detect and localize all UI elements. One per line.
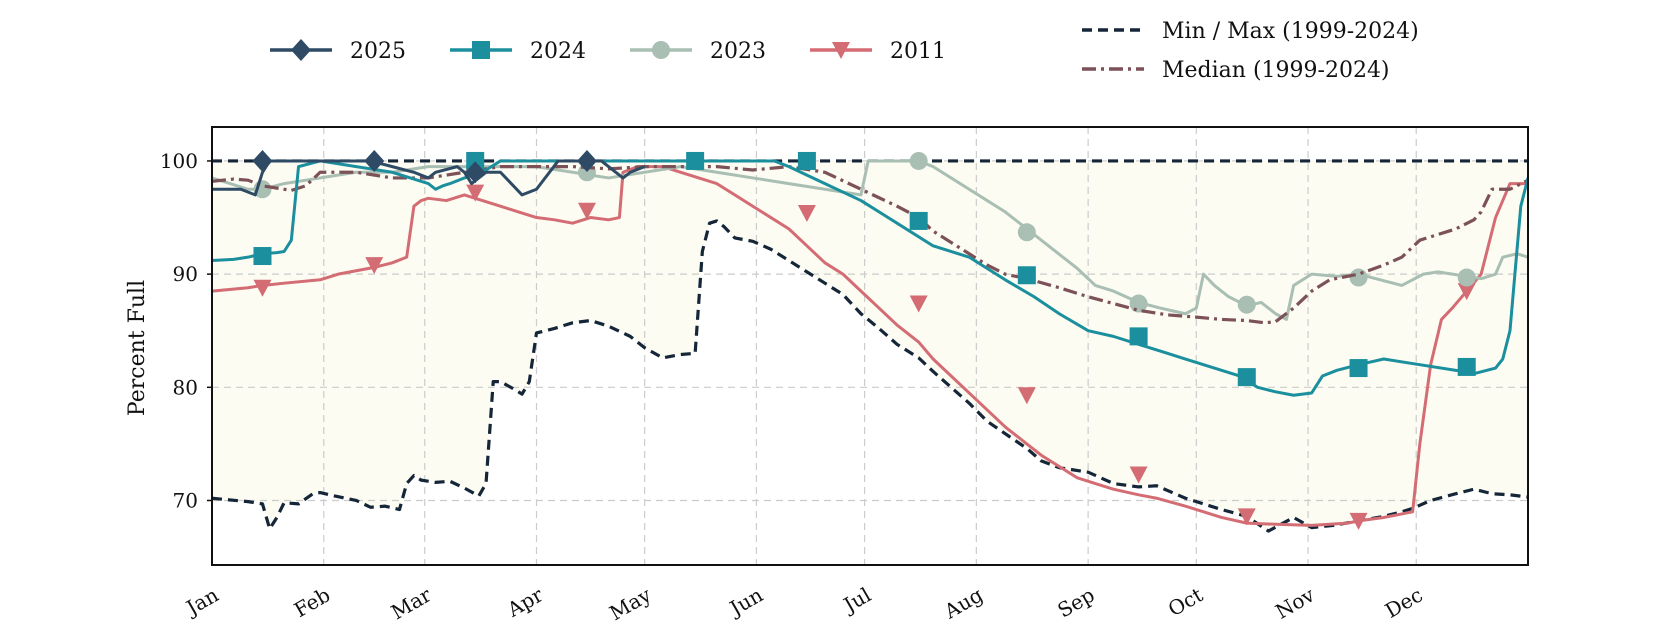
legend-label: 2024 [530,39,586,64]
point-2023 [909,151,928,170]
legend-label: Min / Max (1999-2024) [1162,19,1419,44]
series-line-2011 [212,165,1528,527]
x-tick-label: May [605,582,655,625]
y-axis-label: Percent Full [125,280,150,416]
x-tick-label: Feb [290,583,334,622]
plot-frame [211,126,1529,566]
point-2011 [1237,508,1256,526]
plot-area: 70 80 90 100 Jan Feb Mar Apr May Jun Jul Aug Sep Oct N… [160,126,1529,625]
x-tick-label: Jul [838,583,875,618]
point-2024 [1237,368,1256,387]
x-tick-label: Mar [387,582,436,624]
legend: 2025 2024 2023 2011 Min / Max (1999-2024) Med… [270,19,1419,83]
point-2024 [1349,359,1368,378]
series-line-2024 [212,159,1528,397]
series-line-median-1999-2024- [212,165,1528,325]
point-2011 [1457,283,1476,301]
legend-label: 2023 [710,39,766,64]
point-2024 [1457,357,1476,376]
point-2011 [909,295,928,313]
y-tick-label: 70 [173,488,198,512]
point-2023 [1237,295,1256,314]
point-2024 [1017,266,1036,285]
x-tick-label: Sep [1053,583,1098,623]
point-2025 [465,161,486,184]
point-2024 [253,247,272,266]
legend-marker [832,42,850,59]
legend-item-2011: 2011 [810,39,946,64]
point-2023 [1349,268,1368,287]
point-2011 [1349,512,1368,530]
legend-label: 2025 [350,39,406,64]
legend-label: Median (1999-2024) [1162,58,1390,83]
series-line-min [212,219,1528,533]
x-tick-label: Apr [502,582,547,622]
legend-label: 2011 [890,39,946,64]
point-2011 [577,202,596,220]
point-2011 [797,205,816,223]
point-2011 [1017,387,1036,405]
legend-item-2024: 2024 [450,39,586,64]
point-2024 [909,211,928,230]
legend-marker [291,39,311,61]
legend-marker [472,41,490,59]
point-2024 [466,151,485,170]
point-2011 [1129,466,1148,484]
legend-marker [652,41,670,59]
y-tick-label: 80 [173,375,198,399]
point-2011 [466,184,485,202]
point-2025 [576,149,597,172]
x-tick-label: Jan [180,582,222,620]
x-tick-label: Oct [1164,583,1207,622]
point-2023 [1457,268,1476,287]
y-tick-label: 100 [160,149,198,173]
point-2025 [252,149,273,172]
point-2025 [364,149,385,172]
x-tick-label: Jun [724,582,767,621]
min-max-band [212,160,1528,532]
legend-item-min-max-1999-2024-: Min / Max (1999-2024) [1082,19,1419,44]
point-2024 [686,151,705,170]
point-2011 [365,257,384,275]
y-tick-label: 90 [173,262,198,286]
point-2024 [797,151,816,170]
point-2011 [253,279,272,297]
x-tick-label: Aug [939,582,987,623]
point-2024 [1129,327,1148,346]
legend-item-median-1999-2024-: Median (1999-2024) [1082,58,1390,83]
x-tick-label: Nov [1271,582,1319,624]
legend-item-2023: 2023 [630,39,766,64]
point-2023 [1017,223,1036,242]
x-tick-label: Dec [1381,583,1427,623]
legend-item-2025: 2025 [270,39,406,64]
